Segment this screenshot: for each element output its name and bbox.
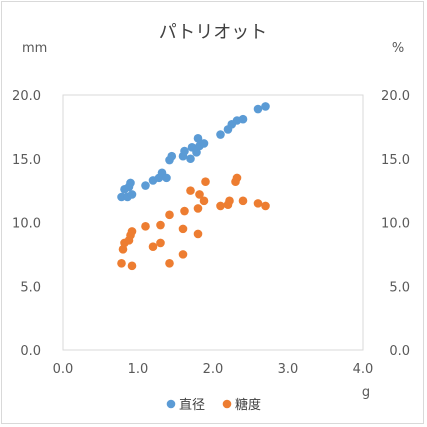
data-point: [186, 186, 195, 195]
data-point: [238, 196, 248, 206]
data-point: [216, 201, 225, 211]
data-point: [186, 154, 195, 164]
data-point: [193, 229, 203, 239]
x-tick-label: 3.0: [278, 362, 299, 377]
plot-area: 0.0 0.0 5.0 5.0 10.0 10.0 15.0 15.0 20.0 20.0 0.0 1…: [12, 89, 410, 377]
y-right-tick-label: 5.0: [389, 280, 410, 295]
data-point: [141, 222, 150, 231]
y-right-axis-unit: %: [392, 41, 404, 56]
data-point: [261, 102, 270, 111]
data-point: [156, 238, 165, 248]
data-point: [253, 199, 263, 208]
data-point: [192, 148, 201, 157]
data-point: [165, 259, 174, 268]
data-point: [261, 201, 270, 211]
y-right-tick-label: 15.0: [381, 153, 410, 168]
legend-marker: [222, 399, 232, 409]
legend-label: 糖度: [235, 397, 261, 413]
y-left-tick-label: 5.0: [20, 280, 41, 295]
data-point: [162, 173, 171, 183]
y-left-tick-label: 20.0: [12, 89, 41, 104]
data-point: [117, 192, 126, 202]
data-point: [193, 134, 203, 143]
data-point: [193, 204, 203, 213]
data-point: [141, 181, 150, 190]
x-tick-label: 2.0: [203, 362, 224, 377]
legend: 直径 糖度: [166, 397, 261, 413]
data-point: [180, 206, 189, 216]
data-point: [199, 196, 209, 206]
data-point: [238, 114, 248, 124]
data-point: [117, 259, 126, 268]
data-point: [165, 210, 174, 220]
data-point: [216, 130, 225, 139]
data-point: [178, 224, 188, 234]
data-point: [180, 146, 189, 156]
legend-marker: [166, 399, 176, 409]
y-left-axis-unit: mm: [22, 41, 47, 56]
y-left-tick-label: 15.0: [12, 153, 41, 168]
y-right-tick-label: 20.0: [381, 89, 410, 104]
data-point: [253, 104, 263, 114]
data-point: [199, 139, 209, 148]
data-point: [148, 242, 158, 252]
chart-title: パトリオット: [159, 22, 268, 43]
x-tick-label: 4.0: [353, 362, 374, 377]
y-right-tick-label: 0.0: [389, 344, 410, 359]
y-left-tick-label: 0.0: [20, 344, 41, 359]
series-1: [117, 102, 270, 202]
x-tick-label: 0.0: [53, 362, 74, 377]
data-point: [126, 178, 135, 188]
data-point: [167, 151, 177, 161]
data-point: [225, 196, 234, 206]
y-right-tick-label: 10.0: [381, 217, 410, 232]
legend-label: 直径: [179, 398, 205, 413]
data-point: [201, 177, 210, 186]
data-point: [232, 173, 242, 183]
series-2: [117, 173, 270, 271]
data-point: [127, 261, 137, 271]
data-point: [127, 227, 137, 236]
data-point: [156, 220, 165, 230]
plot-border: [62, 94, 364, 351]
data-point: [178, 250, 188, 259]
x-axis-unit: g: [362, 385, 370, 400]
y-left-tick-label: 10.0: [12, 217, 41, 232]
data-point: [195, 190, 204, 199]
x-tick-label: 1.0: [128, 362, 149, 377]
data-point: [127, 190, 137, 199]
